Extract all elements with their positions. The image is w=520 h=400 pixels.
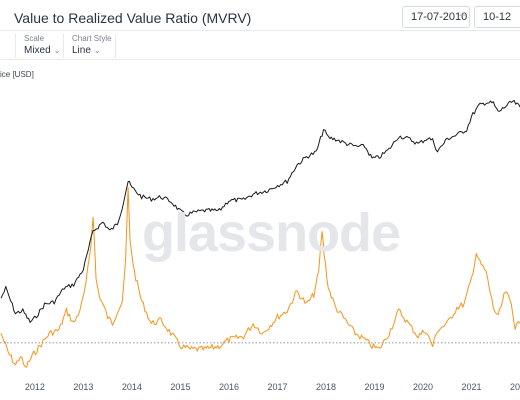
chart-style-label: Chart Style [72,34,112,43]
price-axis-caption: ice [USD] [0,70,34,79]
resolution-selector[interactable] [0,34,16,58]
x-tick-label: 2022 [510,382,520,392]
x-tick-label: 2020 [413,382,433,392]
x-tick-label: 2015 [170,382,190,392]
x-tick-label: 2013 [73,382,93,392]
chevron-down-icon: ⌄ [93,46,101,55]
scale-value: Mixed [24,45,51,56]
date-to-input[interactable]: 10-12 [474,6,520,28]
x-tick-label: 2017 [267,382,287,392]
watermark: glassnode [142,203,401,263]
chevron-down-icon: ⌄ [53,46,61,55]
x-tick-label: 2016 [219,382,239,392]
date-separator: – [459,9,466,21]
date-from-input[interactable]: 17-07-2010 [402,6,470,28]
x-tick-label: 2019 [364,382,384,392]
mvrv-series-line [0,187,520,368]
scale-selector[interactable]: Scale Mixed ⌄ [16,34,64,58]
scale-label: Scale [24,34,45,43]
chart-toolbar: Scale Mixed ⌄ Chart Style Line ⌄ [0,30,520,60]
price-series-line [0,99,520,323]
page-title: Value to Realized Value Ratio (MVRV) [14,10,252,26]
chart-style-value: Line [72,45,91,56]
x-tick-label: 2012 [25,382,45,392]
chart-style-selector[interactable]: Chart Style Line ⌄ [64,34,116,58]
x-tick-label: 2018 [316,382,336,392]
x-tick-label: 2014 [122,382,142,392]
x-tick-label: 2021 [461,382,481,392]
